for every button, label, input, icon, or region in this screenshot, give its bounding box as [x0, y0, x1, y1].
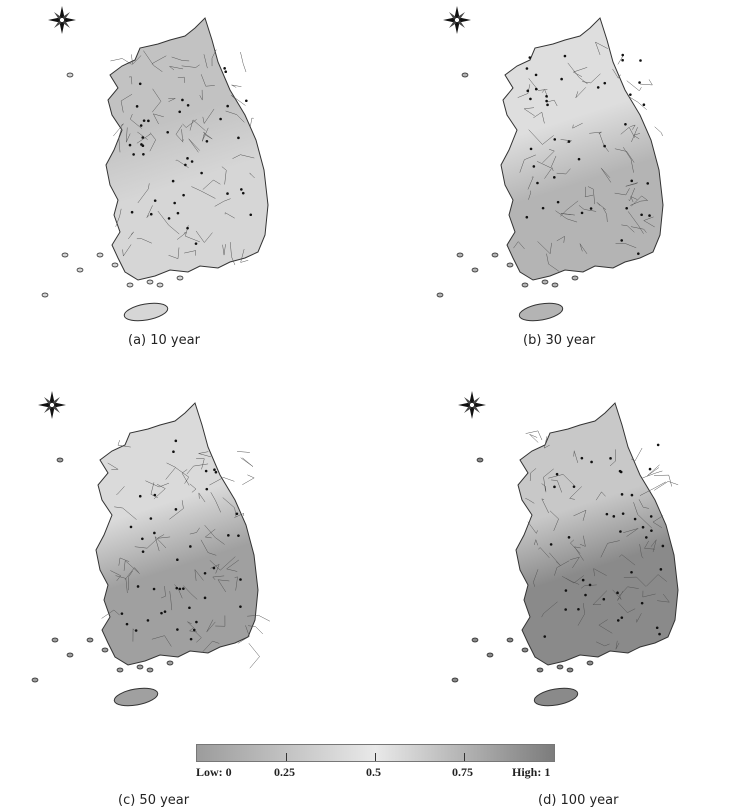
map-panel-a — [40, 0, 340, 340]
island — [61, 252, 69, 258]
district-boundaries — [110, 49, 255, 266]
island — [76, 267, 84, 273]
legend-label-075: 0.75 — [452, 765, 473, 779]
jeju-island — [533, 687, 579, 707]
island — [586, 660, 594, 666]
island — [136, 664, 144, 670]
color-scale-bar — [196, 744, 555, 762]
island — [146, 667, 154, 673]
korea-mainland — [500, 17, 664, 281]
district-boundaries — [513, 41, 663, 272]
compass-rose-icon — [458, 391, 486, 419]
korea-mainland — [95, 402, 259, 666]
island — [476, 457, 484, 463]
island — [471, 267, 479, 273]
island — [156, 282, 164, 288]
legend-label-low: Low: 0 — [196, 765, 232, 779]
map-panel-c — [30, 385, 330, 725]
tick-mark — [375, 753, 376, 761]
district-boundaries — [101, 439, 270, 669]
island — [471, 637, 479, 643]
island — [31, 677, 39, 683]
jeju-island — [123, 302, 169, 322]
island — [41, 292, 49, 298]
island — [56, 457, 64, 463]
island — [436, 292, 444, 298]
island — [146, 279, 154, 285]
legend-label-05: 0.5 — [366, 765, 381, 779]
compass-rose-icon — [443, 6, 471, 34]
island — [66, 652, 74, 658]
island — [551, 282, 559, 288]
island — [116, 667, 124, 673]
island — [506, 637, 514, 643]
island — [486, 652, 494, 658]
island — [86, 637, 94, 643]
island — [556, 664, 564, 670]
korea-mainland — [105, 17, 269, 281]
island — [461, 72, 469, 78]
jeju-island — [518, 302, 564, 322]
island — [541, 279, 549, 285]
legend-label-025: 0.25 — [274, 765, 295, 779]
map-panel-d — [450, 385, 750, 725]
map-panel-b — [435, 0, 735, 340]
island — [451, 677, 459, 683]
caption-a: (a) 10 year — [128, 333, 200, 348]
island — [521, 282, 529, 288]
tick-mark — [286, 753, 287, 761]
island — [111, 262, 119, 268]
tick-mark — [464, 753, 465, 761]
island — [491, 252, 499, 258]
island — [51, 637, 59, 643]
compass-rose-icon — [48, 6, 76, 34]
caption-b: (b) 30 year — [523, 333, 596, 348]
island — [571, 275, 579, 281]
island — [176, 275, 184, 281]
island — [126, 282, 134, 288]
island — [566, 667, 574, 673]
jeju-island — [113, 687, 159, 707]
island — [101, 647, 109, 653]
island — [456, 252, 464, 258]
island — [521, 647, 529, 653]
caption-c: (c) 50 year — [118, 793, 190, 808]
caption-d: (d) 100 year — [538, 793, 619, 808]
legend-label-high: High: 1 — [512, 765, 551, 779]
island — [96, 252, 104, 258]
island — [166, 660, 174, 666]
korea-mainland — [515, 402, 679, 666]
island — [536, 667, 544, 673]
compass-rose-icon — [38, 391, 66, 419]
district-boundaries — [525, 430, 679, 650]
island — [66, 72, 74, 78]
island — [506, 262, 514, 268]
